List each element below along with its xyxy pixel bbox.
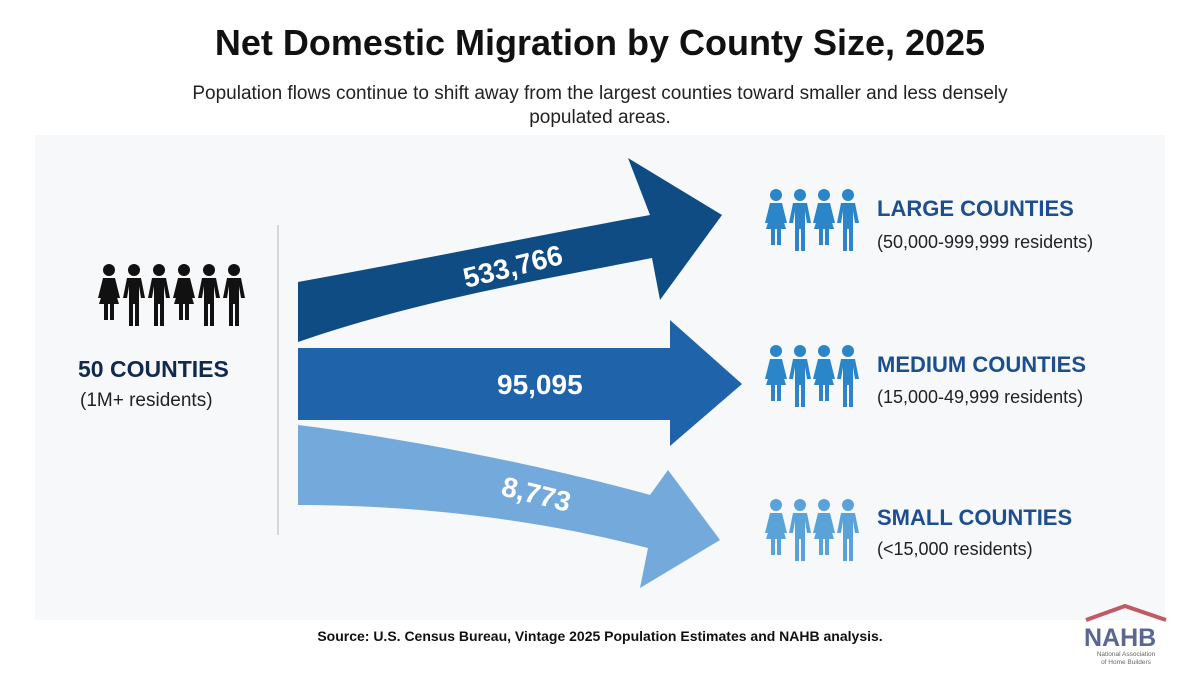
flow-value-medium: 95,095 <box>497 369 583 400</box>
source-note: Source: U.S. Census Bureau, Vintage 2025… <box>317 628 883 644</box>
large-counties-people-icon <box>765 189 859 251</box>
small-counties-people-icon <box>765 499 859 561</box>
source-group-subtitle: (1M+ residents) <box>80 390 213 411</box>
page-subtitle: Population flows continue to shift away … <box>192 83 1008 128</box>
large-counties-title: LARGE COUNTIES <box>877 196 1074 221</box>
medium-counties-people-icon <box>765 345 859 407</box>
svg-text:NAHB: NAHB <box>1084 624 1156 652</box>
large-counties-subtitle: (50,000-999,999 residents) <box>877 232 1094 252</box>
page-title: Net Domestic Migration by County Size, 2… <box>214 22 986 63</box>
medium-counties-title: MEDIUM COUNTIES <box>877 352 1086 377</box>
source-people-icon <box>98 264 245 326</box>
nahb-logo: NAHB National Association of Home Builde… <box>1084 603 1167 666</box>
svg-text:National Association: National Association <box>1097 651 1156 658</box>
medium-counties-subtitle: (15,000-49,999 residents) <box>877 387 1084 407</box>
divider <box>277 225 279 535</box>
flow-arrow-medium <box>298 320 742 446</box>
flow-arrow-small <box>298 425 720 588</box>
source-group-title: 50 COUNTIES <box>78 356 229 382</box>
small-counties-subtitle: (<15,000 residents) <box>877 539 1033 559</box>
svg-text:of Home Builders: of Home Builders <box>1101 659 1152 666</box>
flow-arrow-large <box>298 158 722 342</box>
small-counties-title: SMALL COUNTIES <box>877 505 1073 530</box>
